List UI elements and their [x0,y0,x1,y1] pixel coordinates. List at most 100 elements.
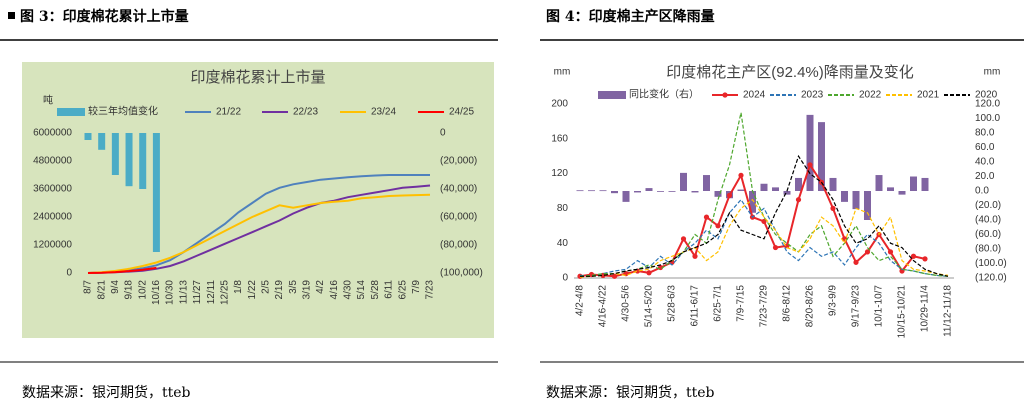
legend-label: 较三年均值变化 [88,105,158,118]
x-tick-label: 8/20-8/26 [805,285,816,328]
point [807,162,813,168]
bar [691,191,699,193]
legend-swatch [598,91,626,99]
y2-tick-label: (20.0) [975,200,1001,211]
bar [111,133,119,175]
line-series [579,162,926,278]
bar [852,191,860,210]
bar [875,175,883,191]
line-series [580,154,949,277]
y2-tick-label: 40.0 [975,157,995,168]
point [611,273,618,279]
x-tick-label: 12/11 [206,280,217,305]
x-tick-label: 1/8 [233,280,244,294]
legend-label: 2022 [859,90,882,101]
y2-tick-label: (120.0) [975,273,1007,284]
legend-label: 21/22 [216,107,241,118]
bar [576,190,584,192]
x-tick-label: 5/28 [370,280,381,300]
bar [645,188,653,191]
x-tick-label: 10/30 [165,280,176,305]
bullet [8,12,15,19]
bar [806,114,814,191]
x-tick-label: 6/11 [384,280,395,299]
x-tick-label: 7/9 [411,280,422,294]
line-series [87,193,431,274]
bar [611,191,618,194]
y2-tick-label: (60.0) [975,229,1001,240]
y2-tick-label: 60.0 [975,142,995,153]
x-tick-label: 5/14 [356,280,367,300]
y-tick-label: 0 [66,268,72,279]
bar [139,133,147,189]
x-tick-label: 4/2-4/8 [575,285,586,317]
x-tick-label: 4/16-4/22 [598,285,609,328]
bar [864,191,871,220]
point [646,270,652,276]
point [703,214,710,220]
x-tick-label: 2/5 [260,280,271,294]
legend-label: 2020 [975,90,998,101]
bar [898,191,906,195]
x-tick-label: 3/5 [288,280,299,294]
legend-swatch [57,108,85,116]
line-series [87,266,157,274]
y2-tick-label: 80.0 [975,128,995,139]
chart: 印度棉花主产区(92.4%)降雨量及变化 mm mm 0 40 80 120 160 200 12… [551,64,1006,338]
y2-tick-label: 100.0 [975,113,1000,124]
x-tick-label: 4/16 [329,280,340,300]
y2-axis-label: mm [984,67,1001,78]
x-tick-label: 7/9-7/15 [736,285,747,322]
point [864,249,871,255]
legend-label: 24/25 [449,107,474,118]
point [726,192,733,198]
bar [910,176,917,191]
bar [634,191,641,193]
figure-caption: 图 3：印度棉花累计上市量 [20,8,189,25]
x-tick-label: 11/13 [178,280,189,305]
bar [760,183,768,191]
x-tick-label: 2/19 [274,280,285,300]
x-tick-label: 5/14-5/20 [644,285,655,328]
x-tick-label: 4/30-5/6 [621,285,632,322]
point [795,197,802,203]
bar [783,191,791,195]
x-tick-label: 8/6-8/12 [782,285,793,322]
x-tick-label: 10/2 [137,280,148,300]
source-note: 数据来源：银河期货，tteb [22,384,191,401]
bar [921,177,929,191]
x-tick-label: 11/27 [192,280,203,305]
legend-label: 2023 [801,90,824,101]
x-tick-label: 11/12-11/18 [943,285,954,337]
point [680,236,687,242]
point [853,259,859,265]
x-tick-label: 9/17-9/23 [851,285,862,328]
y-tick-label: 120 [551,168,568,179]
chart-title: 印度棉花主产区(92.4%)降雨量及变化 [666,64,914,81]
legend-label: 2024 [743,90,766,101]
x-tick-label: 10/16 [151,280,162,305]
figure-caption: 图 4：印度棉主产区降雨量 [546,8,715,25]
x-tick-label: 8/21 [96,280,107,300]
point [772,244,779,251]
y2-tick-label: (80.0) [975,244,1001,255]
x-tick-label: 8/7 [83,280,94,294]
bar [703,175,710,191]
y2-tick-label: (80,000) [440,240,477,251]
line-series [579,112,949,277]
x-tick-label: 4/30 [343,280,354,300]
bar [841,191,848,202]
y2-tick-label: 0 [440,128,446,139]
bar [818,122,825,191]
bar [887,187,894,191]
y-tick-label: 4800000 [33,156,72,167]
legend-label: 2021 [917,90,940,101]
x-tick-label: 6/25 [397,280,408,300]
x-tick-label: 6/11-6/17 [690,285,701,327]
line-series [579,198,949,277]
x-tick-label: 10/29-11/4 [920,285,931,333]
x-tick-label: 12/25 [219,280,230,305]
y-tick-label: 3600000 [33,184,72,195]
